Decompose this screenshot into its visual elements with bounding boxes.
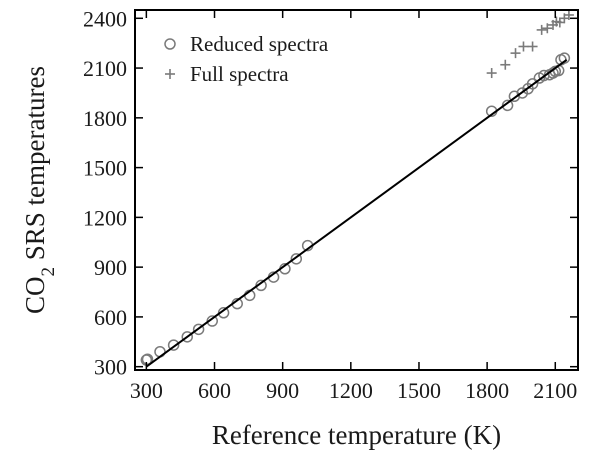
x-tick-label: 1200	[329, 378, 373, 403]
legend-marker	[164, 38, 176, 50]
y-tick-label: 600	[94, 305, 127, 330]
legend-label: Full spectra	[190, 62, 289, 86]
y-tick-label: 2100	[83, 56, 127, 81]
reduced-spectra-point	[290, 253, 303, 265]
x-tick-label: 2100	[533, 378, 577, 403]
y-axis-title-prefix: CO	[20, 276, 50, 314]
full-spectra-point	[563, 9, 574, 20]
x-tick-label: 1500	[397, 378, 441, 403]
data-marks	[140, 9, 574, 366]
full-spectra-point	[518, 41, 529, 52]
legend: Reduced spectra Full spectra	[164, 32, 329, 86]
y-tick-label: 1800	[83, 106, 127, 131]
y-tick-label: 900	[94, 255, 127, 280]
full-spectra-point	[527, 41, 538, 52]
full-spectra-point	[500, 59, 511, 70]
y-axis-title: CO2 SRS temperatures	[20, 66, 59, 314]
x-axis-title: Reference temperature (K)	[212, 420, 501, 450]
reduced-spectra-point	[141, 353, 154, 365]
x-tick-label: 900	[266, 378, 299, 403]
axis-ticks: 300 600 900 1200 1500 1800 2100 300 600 900 1200 15…	[83, 6, 578, 403]
plot-frame	[134, 9, 579, 371]
y-tick-label: 2400	[83, 6, 127, 31]
reduced-spectra-point	[181, 331, 194, 343]
legend-label: Reduced spectra	[190, 32, 329, 56]
y-tick-label: 1200	[83, 205, 127, 230]
full-spectra-point	[510, 48, 521, 59]
x-tick-label: 300	[130, 378, 163, 403]
full-spectra-point	[554, 17, 565, 28]
y-tick-label: 300	[94, 355, 127, 380]
reference-line	[145, 58, 568, 368]
legend-marker	[165, 69, 175, 79]
full-spectra-point	[486, 68, 497, 79]
reduced-spectra-point	[192, 323, 205, 336]
reduced-spectra-point	[167, 339, 180, 351]
full-spectra-point	[536, 24, 547, 35]
y-tick-label: 1500	[83, 156, 127, 181]
y-axis-title-suffix: SRS temperatures	[20, 66, 50, 267]
reduced-spectra-point	[558, 52, 571, 64]
reduced-spectra-point	[526, 78, 539, 90]
full-spectra-point	[542, 23, 553, 34]
y-axis-title-subscript: 2	[38, 267, 59, 277]
x-tick-label: 1800	[465, 378, 509, 403]
x-tick-label: 600	[198, 378, 231, 403]
